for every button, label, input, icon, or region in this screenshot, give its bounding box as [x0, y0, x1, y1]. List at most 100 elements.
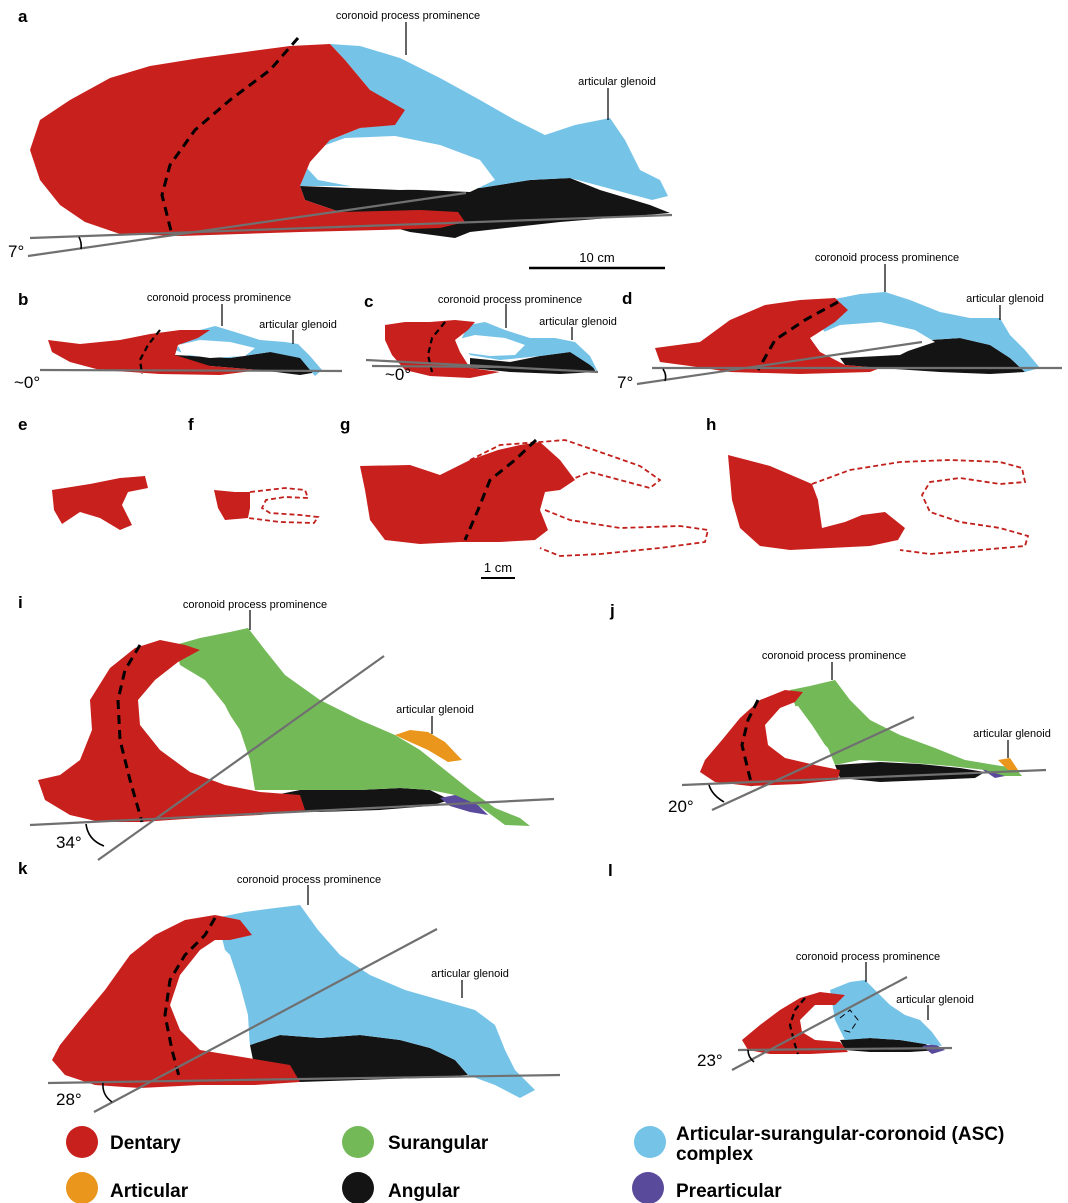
mandibular-fenestra	[138, 665, 252, 790]
legend-swatch	[66, 1126, 98, 1158]
angle-arc	[708, 784, 725, 803]
reference-line	[93, 928, 438, 1113]
legend-label: Articular-surangular-coronoid (ASC)	[676, 1124, 1004, 1145]
glenoid-label: articular glenoid	[431, 968, 509, 980]
dentary-bone	[700, 690, 840, 786]
angular-bone	[470, 352, 596, 374]
legend-swatch	[632, 1172, 664, 1203]
dentary-bone	[742, 992, 848, 1054]
legend-label: Prearticular	[676, 1181, 782, 1202]
reconstructed-outline	[811, 459, 1030, 555]
mandibular-fenestra	[170, 940, 250, 1055]
asc-complex	[215, 905, 535, 1098]
reference-line	[29, 213, 673, 240]
panel-j: j 20° coronoid process prominence articu…	[609, 601, 1051, 816]
panel-label-l: l	[608, 861, 613, 880]
panel-label-h: h	[706, 415, 716, 434]
legend-swatch	[342, 1172, 374, 1203]
angle-label: 20°	[668, 797, 694, 816]
legend-swatch	[634, 1126, 666, 1158]
surangular-bone	[790, 680, 1022, 776]
angle-label: ~0°	[385, 365, 411, 384]
glenoid-label: articular glenoid	[396, 704, 474, 716]
angle-arc	[85, 823, 105, 847]
articular-bone	[395, 730, 462, 762]
legend-label: Dentary	[110, 1133, 181, 1154]
reference-line	[737, 1046, 953, 1052]
coronoid-label: coronoid process prominence	[438, 294, 582, 306]
legend-label-line2: complex	[676, 1144, 754, 1165]
coronoid-label: coronoid process prominence	[762, 650, 906, 662]
mandibular-fenestra	[305, 136, 495, 192]
panel-label-b: b	[18, 290, 28, 309]
legend-label: Articular	[110, 1181, 189, 1202]
glenoid-label: articular glenoid	[578, 76, 656, 88]
dentary-bone	[214, 490, 250, 520]
panel-f: f	[188, 415, 320, 524]
coronoid-label: coronoid process prominence	[815, 252, 959, 264]
legend: Dentary Surangular Articular-surangular-…	[66, 1124, 1004, 1203]
panel-b: b ~0° coronoid process prominence articu…	[14, 290, 343, 392]
scale-label: 10 cm	[579, 250, 614, 265]
reference-line	[29, 797, 555, 827]
panel-label-g: g	[340, 415, 350, 434]
scale-label: 1 cm	[484, 560, 512, 575]
angular-bone	[175, 350, 318, 375]
panel-k: k 28° coronoid process prominence articu…	[18, 859, 561, 1113]
dentary-suture	[138, 329, 161, 375]
glenoid-label: articular glenoid	[539, 316, 617, 328]
panel-label-f: f	[188, 415, 194, 434]
dentary-suture	[788, 997, 806, 1055]
reconstructed-outline	[469, 439, 710, 557]
panel-l: l 23° coronoid process prominence articu…	[608, 861, 974, 1071]
reference-line	[731, 976, 908, 1071]
mandibular-fenestra	[810, 322, 935, 355]
dentary-bone	[360, 442, 575, 544]
dentary-suture	[756, 300, 839, 371]
panel-label-j: j	[609, 601, 615, 620]
angle-label: 34°	[56, 833, 82, 852]
angle-label: ~0°	[14, 373, 40, 392]
glenoid-label: articular glenoid	[973, 728, 1051, 740]
asc-complex	[830, 980, 942, 1046]
dentary-suture	[426, 321, 446, 373]
reference-line	[97, 655, 385, 861]
mandibular-fenestra	[178, 340, 255, 358]
dentary-bone	[30, 44, 465, 236]
reference-line	[371, 364, 501, 369]
dentary-bone	[38, 640, 305, 822]
angle-label: 23°	[697, 1051, 723, 1070]
glenoid-label: articular glenoid	[896, 994, 974, 1006]
panel-e: e	[18, 415, 148, 530]
panel-label-d: d	[622, 289, 632, 308]
legend-item-prearticular: Prearticular	[632, 1172, 782, 1203]
legend-swatch	[342, 1126, 374, 1158]
dentary-bone	[48, 330, 260, 375]
legend-item-dentary: Dentary	[66, 1126, 181, 1158]
panel-a: a 7° coronoid process prominence articul…	[8, 7, 673, 270]
reconstructed-outline	[839, 1009, 859, 1033]
dentary-bone	[655, 298, 880, 374]
dentary-suture	[116, 644, 144, 823]
coronoid-label: coronoid process prominence	[183, 599, 327, 611]
angle-label: 28°	[56, 1090, 82, 1109]
panel-i: i 34° coronoid process prominence articu…	[18, 593, 555, 861]
angle-arc	[662, 368, 667, 382]
reference-line	[39, 368, 343, 373]
coronoid-label: coronoid process prominence	[237, 874, 381, 886]
angle-arc	[78, 236, 83, 250]
angle-arc	[102, 1082, 113, 1103]
coronoid-label: coronoid process prominence	[796, 951, 940, 963]
asc-complex	[820, 292, 1040, 372]
glenoid-label: articular glenoid	[966, 293, 1044, 305]
legend-item-surangular: Surangular	[342, 1126, 489, 1158]
reconstructed-outline	[247, 487, 320, 524]
panel-d: d 7° coronoid process prominence articul…	[617, 252, 1062, 392]
reference-line	[47, 1073, 561, 1085]
legend-label: Surangular	[388, 1133, 489, 1154]
panel-label-k: k	[18, 859, 28, 878]
reference-line	[636, 340, 923, 386]
angular-bone	[250, 1035, 468, 1082]
articular-bone	[998, 758, 1018, 770]
legend-item-articular: Articular	[66, 1172, 189, 1203]
